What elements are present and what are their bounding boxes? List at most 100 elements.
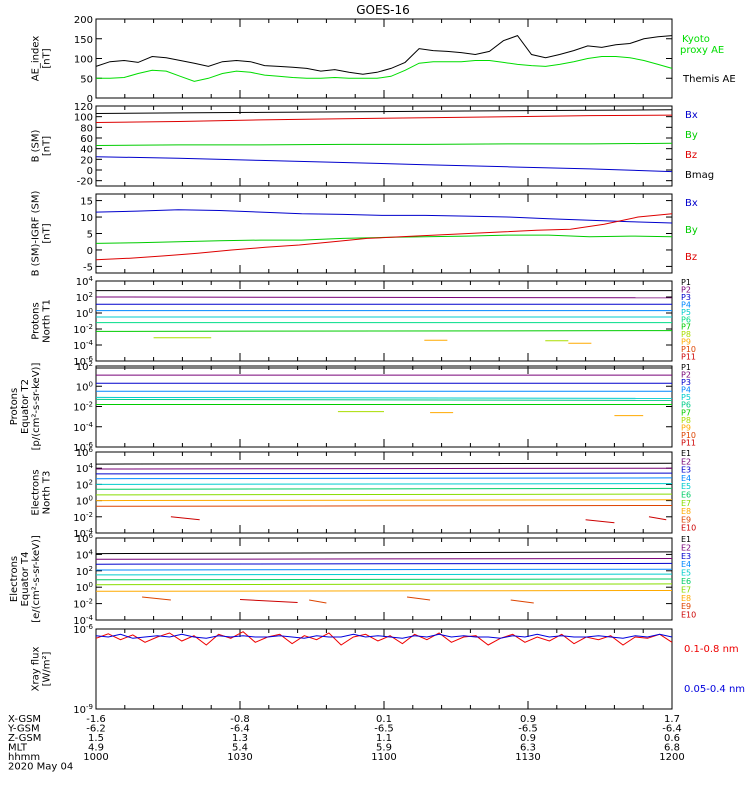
series-E9-line — [95, 505, 673, 507]
series-E9-segment — [406, 596, 431, 601]
y-axis-label: [e/(cm²-s-sr-keV)] — [31, 535, 42, 623]
series-E2-line — [95, 467, 673, 470]
legend-entry: 0.05-0.4 nm — [684, 684, 745, 695]
series-ThemisAE-line — [95, 35, 673, 75]
footer-value: 0.9 — [520, 733, 536, 744]
y-tick-label: 50 — [80, 74, 93, 85]
legend-entry: 0.1-0.8 nm — [684, 644, 739, 655]
y-tick-label: 104 — [76, 275, 94, 288]
legend-entry: Bx — [685, 198, 698, 209]
footer-value: -1.6 — [86, 714, 106, 725]
y-tick-label: 10-4 — [73, 339, 93, 352]
y-tick-label: 100 — [76, 380, 93, 393]
legend-entry: By — [685, 225, 698, 236]
footer-label: hhmm — [8, 752, 40, 763]
y-tick-label: 10-2 — [73, 598, 93, 611]
y-axis-label: AE_index — [31, 36, 42, 82]
y-axis-label: B (SM)-IGRF (SM) — [31, 191, 42, 277]
footer-value: 1100 — [371, 752, 396, 763]
series-E4-line — [95, 568, 673, 571]
y-tick-label: 102 — [76, 478, 93, 491]
legend-entry: P4 — [681, 300, 691, 309]
y-axis-label: Protons — [9, 388, 20, 425]
legend-entry: E4 — [681, 474, 691, 483]
series-E1-line — [95, 551, 673, 555]
series-E5-line — [95, 573, 673, 576]
y-tick-label: 0 — [87, 94, 93, 105]
legend-entry: proxy AE — [680, 45, 724, 56]
footer-value: 1.7 — [664, 714, 680, 725]
series-P7-line — [95, 330, 673, 332]
legend-entry: E9 — [681, 515, 691, 524]
series-Bx-line — [95, 156, 673, 173]
legend-entry: P1 — [681, 363, 691, 372]
series-By-line — [95, 142, 673, 146]
legend-entry: Bz — [685, 150, 697, 161]
y-axis-label: [W/m²] — [42, 651, 53, 686]
footer-label: MLT — [8, 743, 28, 754]
legend-entry: P6 — [681, 315, 691, 324]
y-tick-label: 20 — [80, 155, 93, 166]
legend-entry: P11 — [681, 353, 696, 362]
legend-entry: E1 — [681, 535, 691, 544]
y-axis-label: North T3 — [42, 471, 53, 515]
legend-entry: E6 — [681, 491, 691, 500]
y-tick-label: 102 — [76, 291, 93, 304]
legend-entry: P7 — [681, 408, 691, 417]
legend-entry: P6 — [681, 401, 691, 410]
series-P5-line — [95, 396, 673, 399]
series-E7-line — [95, 493, 673, 496]
series-KyotoproxyAE-line — [96, 56, 673, 82]
legend-entry: E4 — [681, 560, 691, 569]
y-axis-label: North T1 — [42, 299, 53, 343]
y-axis-label: [p/(cm²-s-sr-keV)] — [31, 363, 42, 451]
series-E10-segment — [585, 519, 615, 524]
footer-label: Y-GSM — [7, 724, 40, 735]
y-tick-label: 10-2 — [73, 401, 93, 414]
footer-label: X-GSM — [8, 714, 41, 725]
series-E7-line — [95, 583, 673, 586]
y-axis-label: Electrons — [31, 469, 42, 515]
y-tick-label: 104 — [76, 548, 94, 561]
legend-entry: P11 — [681, 438, 696, 447]
y-axis-label: [nT] — [42, 223, 53, 243]
legend-entry: E5 — [681, 569, 691, 578]
legend: Bx By Bz — [685, 198, 698, 263]
legend-entry: Themis AE — [682, 74, 736, 85]
y-tick-label: 15 — [80, 197, 93, 208]
legend-entry: Bmag — [685, 170, 714, 181]
y-tick-label: 10 — [80, 213, 93, 224]
series-P6-line — [95, 398, 673, 401]
legend-entry: E10 — [681, 524, 696, 533]
footer-value: 6.3 — [520, 743, 536, 754]
plot-title: GOES-16 — [356, 3, 410, 17]
series-E6-line — [95, 487, 673, 490]
footer-value: 0.1 — [376, 714, 392, 725]
series-E4-line — [95, 477, 673, 480]
footer-value: -6.4 — [662, 724, 682, 735]
y-axis-label: B (SM) — [31, 129, 42, 162]
series-E8-line — [95, 499, 673, 502]
legend-entry: P7 — [681, 323, 691, 332]
series-E2-line — [95, 558, 673, 560]
legend-entry: P10 — [681, 431, 696, 440]
legend-entry: P8 — [681, 330, 691, 339]
legend-entry: P4 — [681, 386, 691, 395]
y-tick-label: 100 — [74, 113, 93, 124]
footer-value: 1200 — [659, 752, 684, 763]
series-E5-line — [95, 483, 673, 485]
y-tick-label: 100 — [76, 495, 93, 508]
legend-entry: P8 — [681, 416, 691, 425]
y-axis-label: Equator T4 — [20, 552, 31, 607]
y-tick-label: 10-4 — [73, 527, 93, 540]
footer-value: 1.3 — [232, 733, 248, 744]
y-tick-label: 0 — [87, 246, 93, 257]
y-tick-label: 10-4 — [73, 614, 93, 627]
y-tick-label: 10-6 — [73, 441, 93, 454]
panel-3: -5 0 5 10 15 B (SM)-IGRF (SM) [nT] Bx By Bz — [31, 191, 698, 277]
